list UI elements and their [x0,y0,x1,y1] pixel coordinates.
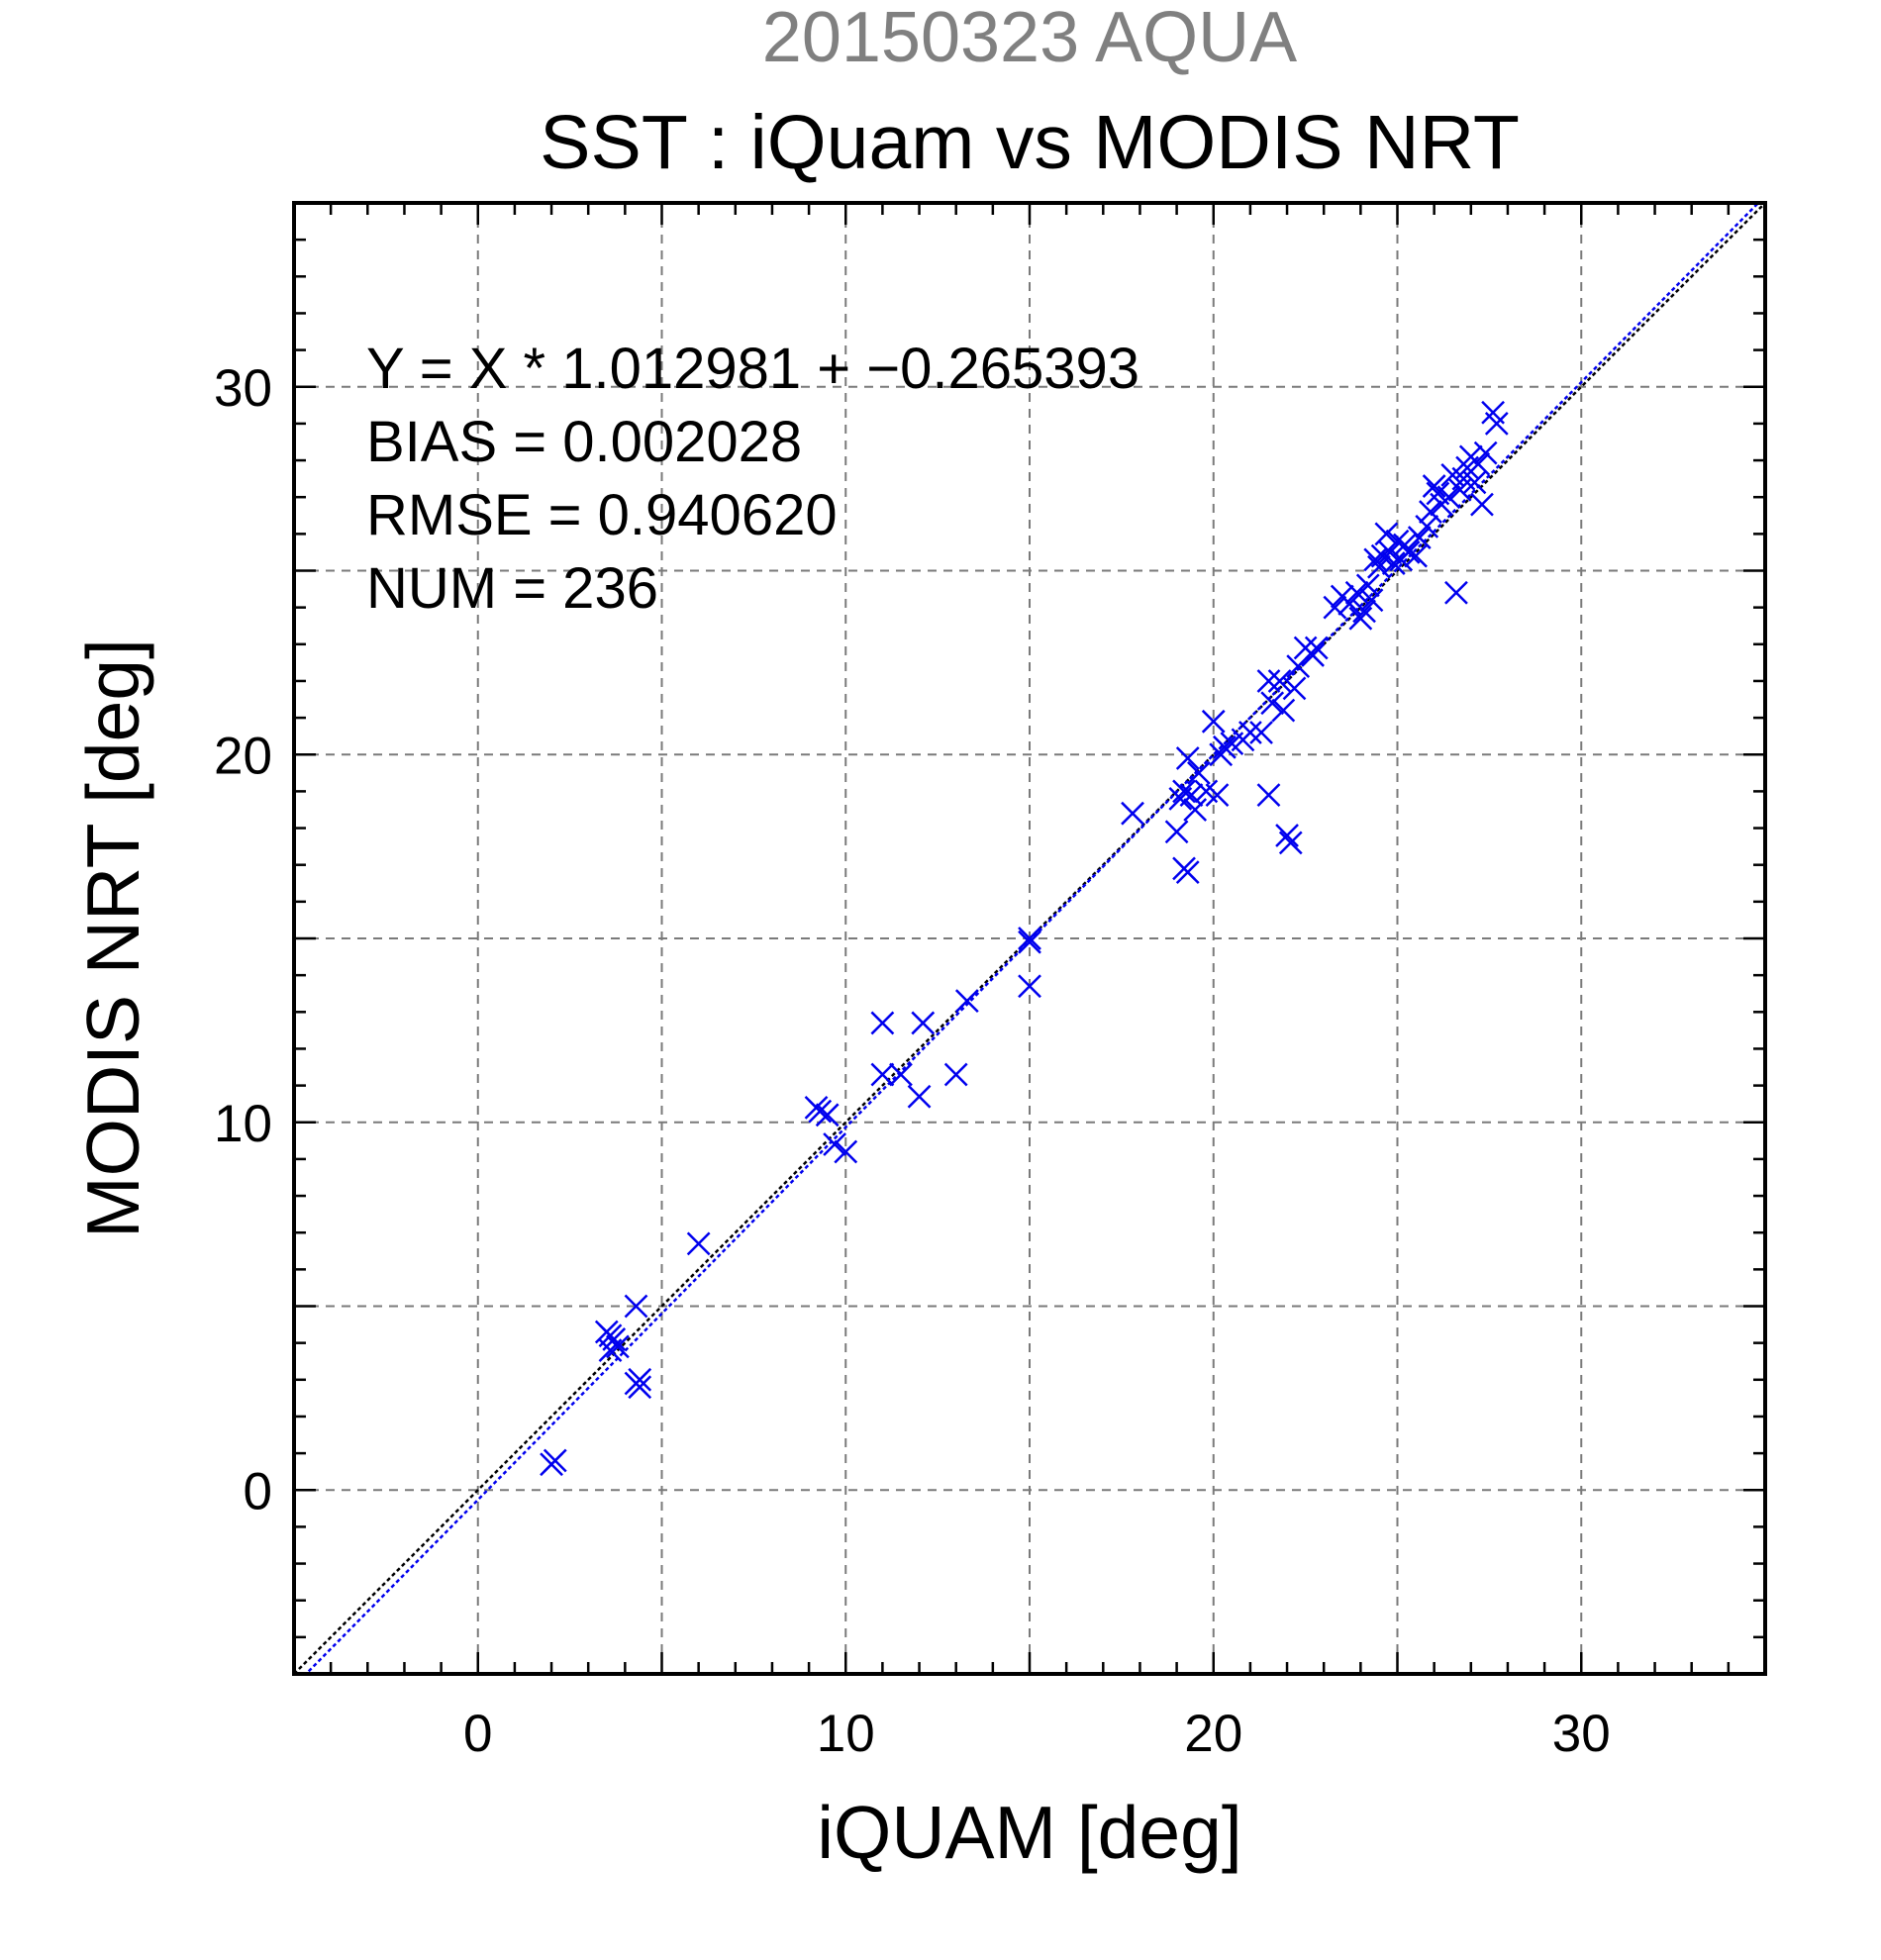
data-point [870,1062,895,1087]
data-point [1018,930,1041,954]
data-point [954,989,979,1014]
data-point [628,1367,652,1392]
data-point [808,1099,833,1124]
data-point [1381,551,1406,575]
data-point [1355,573,1380,598]
data-point [815,1103,840,1127]
data-point [1256,783,1281,807]
x-tick-label: 10 [817,1705,875,1763]
data-point [943,1062,968,1087]
x-tick-label: 20 [1184,1705,1242,1763]
x-tick-label: 0 [463,1705,492,1763]
data-point [1183,798,1208,822]
data-point [1344,580,1369,605]
data-point [1337,592,1362,616]
data-point [1278,831,1303,855]
data-point [1275,824,1299,847]
data-point [1419,500,1442,524]
data-point [1164,820,1189,844]
stats-line-num: NUM = 236 [366,556,658,621]
data-point [834,1139,858,1164]
data-point [889,1062,913,1087]
data-point [1323,595,1347,620]
data-point [1422,474,1446,498]
data-point [1018,927,1041,950]
data-point [1121,801,1144,826]
data-point [1348,606,1373,631]
y-axis-label: MODIS NRT [deg] [71,638,154,1238]
data-point [1201,709,1226,734]
y-tick-label: 30 [214,359,272,418]
data-point [1466,451,1491,476]
data-point [1352,599,1376,624]
data-point [1404,543,1428,568]
y-tick-labels: 0 10 20 30 [214,359,272,1521]
stats-line-rmse: RMSE = 0.940620 [366,483,838,547]
data-point [911,1011,936,1035]
stats-box: Y = X * 1.012981 + −0.265393 BIAS = 0.00… [366,337,1139,621]
data-point [598,1338,623,1362]
data-point [1282,676,1307,701]
data-point [624,1294,648,1319]
grid-lines [294,203,1765,1674]
y-tick-label: 20 [214,727,272,785]
x-tick-label: 30 [1552,1705,1611,1763]
data-points [540,400,1509,1477]
stats-line-bias: BIAS = 0.002028 [366,410,802,474]
data-point [1484,412,1509,436]
data-point [1249,721,1273,744]
data-point [543,1448,567,1473]
data-point [1260,691,1285,716]
data-point [1473,441,1498,465]
data-point [907,1084,932,1109]
y-tick-label: 10 [214,1095,272,1153]
stats-line-regression: Y = X * 1.012981 + −0.265393 [366,337,1139,401]
chart-title: SST : iQuam vs MODIS NRT [540,100,1520,185]
data-point [1213,735,1237,759]
y-tick-label: 0 [244,1462,272,1520]
data-point [1175,746,1200,770]
data-point [1286,654,1311,678]
data-point [1304,636,1329,660]
data-point [1470,492,1494,517]
data-point [1179,783,1204,807]
data-point [628,1375,652,1400]
data-point [1462,470,1487,495]
data-point [1175,860,1200,885]
x-tick-labels: 0 10 20 30 [463,1705,1611,1763]
data-point [686,1231,711,1256]
data-point [870,1011,895,1035]
data-point [1238,721,1262,744]
data-point [1301,643,1325,667]
x-axis-label: iQUAM [deg] [817,1791,1241,1874]
data-point [1444,580,1468,605]
data-point [1271,698,1296,723]
data-point [823,1132,846,1156]
data-point [1415,515,1439,539]
data-point [1256,669,1281,693]
data-point [1172,779,1196,804]
data-point [1396,540,1421,564]
data-point [1363,547,1388,572]
data-point [1374,522,1399,546]
data-point [1359,588,1384,613]
data-point [1267,669,1292,693]
data-point [1018,974,1041,999]
data-point [1436,485,1461,510]
figure-suptitle: 20150323 AQUA [762,0,1297,77]
data-point [606,1334,630,1359]
data-point [1205,783,1230,807]
plot-frame [292,201,1767,1676]
data-point [1187,760,1211,785]
data-point [1407,526,1432,549]
